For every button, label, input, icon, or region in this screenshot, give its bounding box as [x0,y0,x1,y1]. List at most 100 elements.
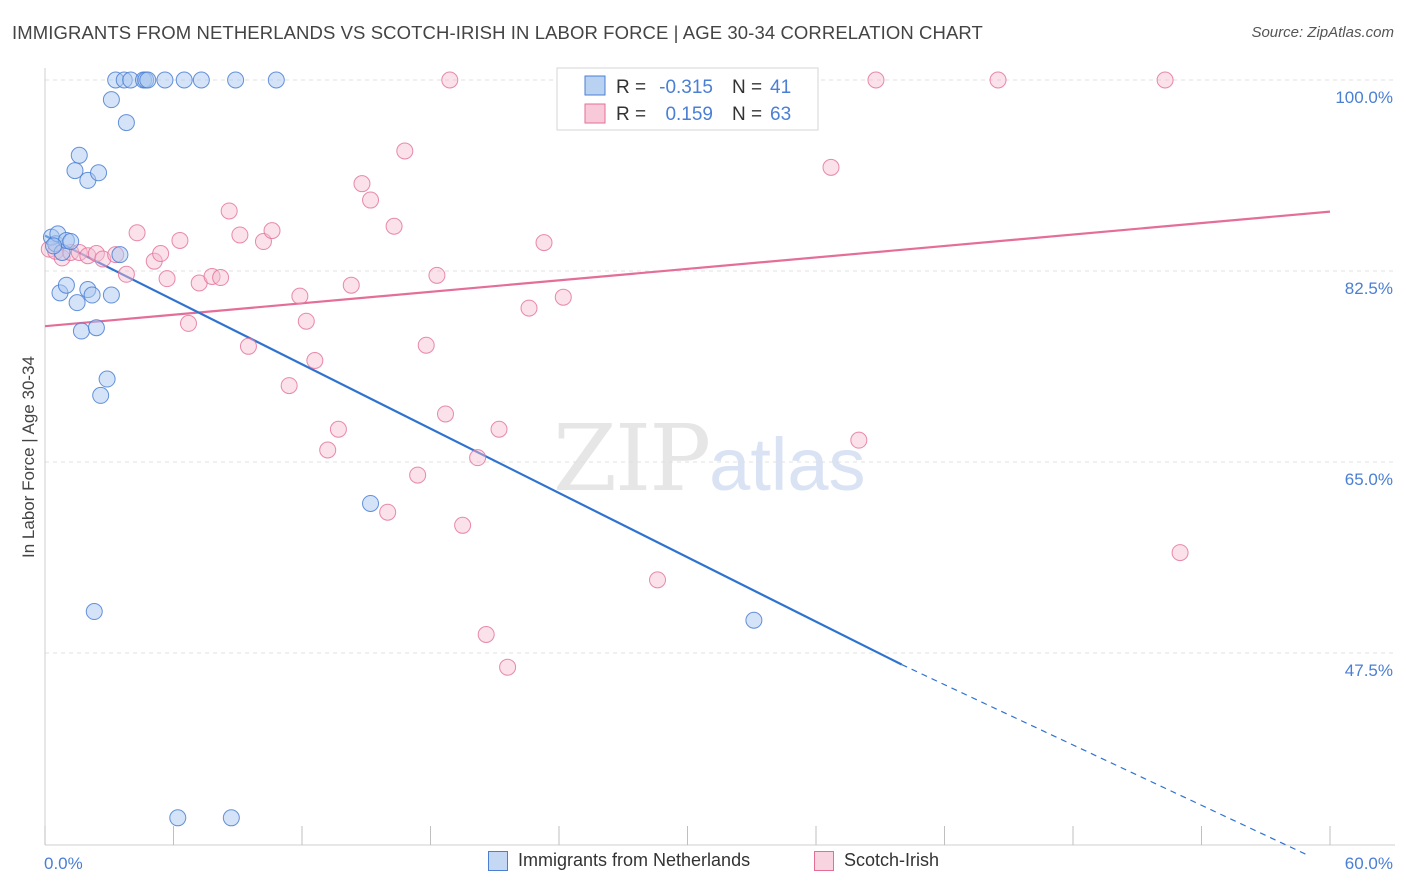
data-point-scotch-irish [239,337,257,355]
chart-title: IMMIGRANTS FROM NETHERLANDS VS SCOTCH-IR… [12,22,983,43]
legend-r-value-2: 0.159 [665,104,713,125]
data-point-scotch-irish [342,276,360,294]
legend-n-label-1: N = [732,77,762,98]
data-point-scotch-irish [158,270,176,288]
legend-item-scotch-irish[interactable]: Scotch-Irish [814,850,939,871]
data-point-scotch-irish [649,571,667,589]
y-tick-label: 47.5% [1345,661,1393,680]
data-point-scotch-irish [291,287,309,305]
data-point-scotch-irish [436,405,454,423]
trend-lines [44,210,1331,857]
data-point-netherlands [92,386,110,404]
data-point-scotch-irish [989,71,1007,89]
y-tick-labels: 47.5% 65.0% 82.5% 100.0% [1335,88,1393,680]
data-point-scotch-irish [128,224,146,242]
data-point-scotch-irish [428,266,446,284]
data-point-scotch-irish [152,245,170,263]
gridlines [45,79,1395,654]
data-point-netherlands [62,233,80,251]
data-point-netherlands [175,71,193,89]
x-tick-label-max: 60.0% [1345,854,1393,873]
legend-label-scotch-irish: Scotch-Irish [844,850,940,870]
data-point-scotch-irish [212,269,230,287]
data-point-netherlands [98,370,116,388]
data-point-scotch-irish [263,222,281,240]
legend-swatch-netherlands [584,75,606,96]
data-point-scotch-irish [396,142,414,160]
data-point-scotch-irish [554,288,572,306]
trend-line-scotch-irish [44,210,1331,328]
data-point-netherlands [156,71,174,89]
data-point-netherlands [83,286,101,304]
data-point-netherlands [72,322,90,340]
data-point-scotch-irish [353,175,371,193]
data-point-netherlands [222,809,240,827]
data-point-scotch-irish [477,625,495,643]
data-point-netherlands [87,319,105,337]
watermark-zip: ZIP [553,405,711,512]
legend-swatch-pink [814,850,834,871]
data-point-netherlands [102,286,120,304]
axes [44,68,1395,846]
series-legend: Immigrants from Netherlands Scotch-Irish [0,850,1406,880]
data-point-scotch-irish [535,234,553,252]
data-point-netherlands [139,71,157,89]
data-point-scotch-irish [1171,544,1189,562]
legend-n-value-1: 41 [770,77,791,98]
watermark-atlas: atlas [709,423,866,506]
data-point-scotch-irish [1156,71,1174,89]
y-tick-label: 65.0% [1345,470,1393,489]
data-point-scotch-irish [171,231,189,249]
scotch-irish-points [40,71,1189,676]
data-point-netherlands [169,809,187,827]
legend-r-label-1: R = [616,77,646,98]
data-point-scotch-irish [520,299,538,317]
data-point-netherlands [45,237,63,255]
legend-r-value-1: -0.315 [659,77,713,98]
data-point-scotch-irish [94,250,112,268]
legend-r-label-2: R = [616,104,646,125]
y-axis-title: In Labor Force | Age 30-34 [19,356,38,558]
data-point-netherlands [70,146,88,164]
trend-line-netherlands-extrapolated [901,663,1309,857]
data-point-scotch-irish [362,191,380,209]
data-point-scotch-irish [203,267,221,285]
data-point-scotch-irish [220,202,238,220]
data-point-scotch-irish [306,351,324,369]
data-point-netherlands [745,611,763,629]
legend-n-label-2: N = [732,104,762,125]
data-point-netherlands [90,164,108,182]
data-point-scotch-irish [117,265,135,283]
legend-item-netherlands[interactable]: Immigrants from Netherlands [488,850,750,871]
data-point-scotch-irish [454,516,472,534]
data-point-scotch-irish [417,336,435,354]
stats-legend: R = -0.315 N = 41 R = 0.159 N = 63 [556,67,819,131]
netherlands-points [42,71,763,827]
data-point-scotch-irish [297,312,315,330]
data-point-netherlands [85,603,103,621]
legend-swatch-scotch-irish [584,103,606,124]
data-point-scotch-irish [319,441,337,459]
data-point-scotch-irish [822,158,840,176]
trend-line-netherlands [44,234,903,666]
source-label: Source: ZipAtlas.com [1251,24,1394,41]
data-point-scotch-irish [379,503,397,521]
legend-n-value-2: 63 [770,104,791,125]
data-point-netherlands [267,71,285,89]
data-point-scotch-irish [385,217,403,235]
data-point-netherlands [192,71,210,89]
data-point-netherlands [111,246,129,264]
y-tick-label: 100.0% [1335,88,1393,107]
data-point-netherlands [57,276,75,294]
data-point-scotch-irish [499,658,517,676]
data-point-scotch-irish [469,449,487,467]
x-tick-label-min: 0.0% [44,854,83,873]
legend-label-netherlands: Immigrants from Netherlands [518,850,751,870]
data-point-scotch-irish [329,420,347,438]
y-tick-label: 82.5% [1345,279,1393,298]
data-point-netherlands [117,114,135,132]
data-point-scotch-irish [490,420,508,438]
data-point-scotch-irish [867,71,885,89]
data-point-scotch-irish [409,466,427,484]
